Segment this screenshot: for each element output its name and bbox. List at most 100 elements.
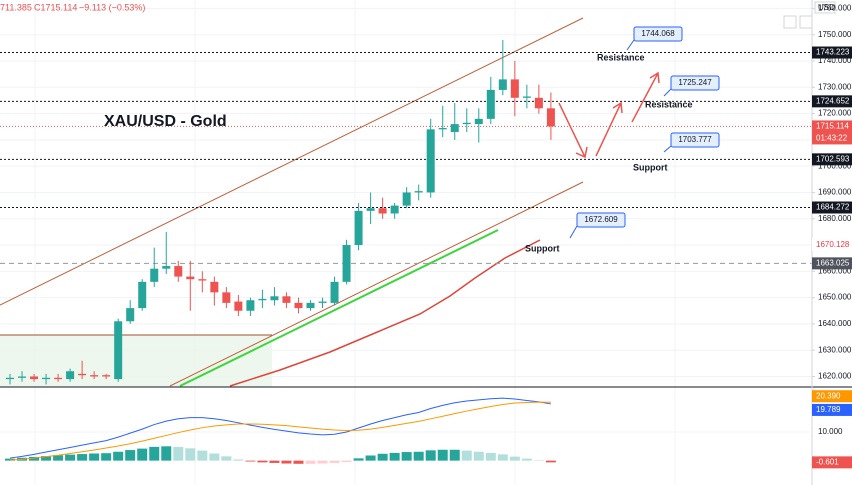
arrow [595,102,622,157]
moving-average [229,239,541,387]
annotation-label: Resistance [597,52,645,62]
y-tick-label: 10.000 [818,427,843,436]
histogram-bar [509,456,520,461]
candle-body [174,266,183,277]
value-tag-label: 20.390 [816,391,841,400]
header: 711.385 C1715.114 −9.113 (−0.53%) [0,2,145,12]
histogram-bar [209,453,220,461]
callout-connector [569,225,578,239]
candle-body [438,128,447,130]
histogram-bar [293,460,304,464]
candle-body [462,122,471,125]
candle-body [330,281,339,303]
candle-body [234,301,243,311]
candle-body [162,266,171,269]
last-price-label: 1715.114 [816,122,849,131]
callout-box [633,26,683,42]
chart-title: XAU/USD - Gold [104,113,227,130]
y-tick-label: 1690.000 [818,188,852,197]
macd-line [9,397,551,459]
arrow-head [575,146,588,159]
callout-label: 1744.068 [641,29,675,38]
candle-body [354,210,363,246]
candle-body [486,89,495,119]
callout-connector [626,39,635,51]
callout-label: 1672.609 [584,215,618,224]
histogram-bar [269,460,280,463]
histogram-bar [161,446,172,461]
histogram-bar [257,460,268,463]
candle-body [210,281,219,293]
histogram-bar [41,456,52,461]
candle-body [138,281,147,309]
candle-body [510,79,519,98]
channel-lower [169,181,584,387]
candle-body [198,279,207,281]
price-tag-label: 1684.272 [816,203,850,212]
candles [6,39,555,385]
price-tag [812,95,852,108]
candle-body [246,300,255,311]
price-tag [812,201,852,214]
callout-box [576,212,626,228]
histogram-bar [125,450,136,461]
candle-body [90,375,99,377]
candle-body [474,118,483,125]
y-tick-label: 1630.000 [818,345,852,354]
currency: USD [818,3,835,12]
histogram-bar [449,449,460,461]
histogram-bar [413,451,424,461]
arrow [558,102,586,158]
candle-body [366,208,375,211]
histogram-bar [461,450,472,461]
histogram-bar [149,446,160,461]
header-change: −9.113 (−0.53%) [79,2,145,12]
price-tag [812,46,852,59]
candle-body [306,302,315,309]
candle-body [150,268,159,282]
callout-label: 1703.777 [678,135,712,144]
candle-body [402,192,411,206]
last-price-tag [812,120,852,145]
histogram-bar [137,448,148,461]
candle-body [258,298,267,301]
macd-line [9,401,551,461]
callout-connector [663,145,672,153]
callout-label: 1725.247 [678,78,712,87]
candle-body [54,377,63,380]
candle-body [126,308,135,322]
candle-body [522,96,531,98]
histogram-bar [473,451,484,461]
histogram-bar [401,452,412,461]
histogram-bar [389,452,400,461]
histogram-bar [245,460,256,462]
y-tick-label: 1660.000 [818,266,852,275]
histogram-bar [65,454,76,461]
histogram-bar [545,460,556,463]
candle-body [498,79,507,90]
histogram-bar [497,454,508,461]
value-tag [812,456,852,469]
arrow [631,72,659,123]
settings-button[interactable] [799,15,813,29]
value-tag [812,403,852,416]
levels [0,52,812,264]
candle-body [222,292,231,303]
header-open: 711.385 [0,2,32,12]
arrow-head [612,101,623,114]
candle-body [30,376,39,380]
y-tick-label: 1700.000 [818,161,852,170]
scale-button[interactable] [783,15,797,29]
callout-box [670,75,720,91]
countdown: 01:43:22 [816,134,848,143]
candle-body [534,97,543,109]
price-tag [812,257,852,270]
candle-body [378,208,387,214]
price-tag-label: 1663.025 [816,258,850,267]
callout-connector [663,88,672,97]
price-tag [812,238,852,251]
header-close: C1715.114 [34,2,77,12]
channel-upper [0,17,584,306]
price-axis: 1620.000 1630.000 1640.000 1650.000 1660.000… [812,4,852,469]
